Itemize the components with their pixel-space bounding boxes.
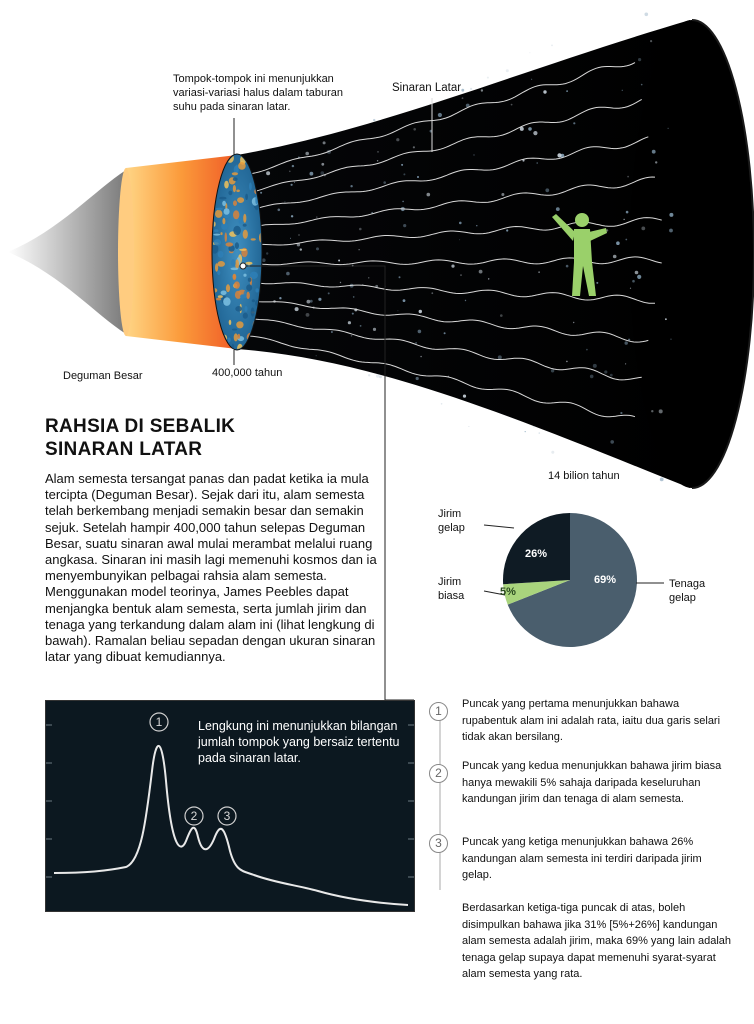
big-bang-cap bbox=[118, 168, 134, 336]
conclusion-text: Berdasarkan ketiga-tiga puncak di atas, … bbox=[462, 902, 732, 980]
galaxies bbox=[254, 12, 674, 482]
space-horn bbox=[237, 20, 690, 488]
note-1-number: 1 bbox=[429, 702, 448, 721]
big-bang-label: Deguman Besar bbox=[63, 370, 143, 382]
curve-caption: Lengkung ini menunjukkan bilangan jumlah… bbox=[198, 719, 400, 765]
years-14b-label: 14 bilion tahun bbox=[548, 470, 620, 482]
pie-slice-1 bbox=[503, 580, 570, 605]
pie-pct-ordinary-matter: 5% bbox=[500, 586, 516, 598]
background-radiation-label: Sinaran Latar bbox=[392, 82, 462, 94]
inflation-cone bbox=[8, 170, 126, 334]
power-spectrum-panel: 1 2 3 bbox=[45, 700, 415, 912]
title-line-1: RAHSIA DI SEBALIK bbox=[45, 416, 236, 437]
power-spectrum-curve: 1 2 3 bbox=[46, 712, 414, 906]
pie-label-dark-matter: Jirim gelap bbox=[438, 508, 465, 534]
note-3-text: Puncak yang ketiga menunjukkan bahawa 26… bbox=[462, 836, 702, 881]
human-figure bbox=[552, 213, 607, 296]
pie-pct-dark-energy: 69% bbox=[594, 574, 617, 586]
pie-label-dark-energy: Tenaga gelap bbox=[669, 578, 706, 604]
pie-slice-0 bbox=[507, 513, 637, 647]
pie-pct-dark-matter: 26% bbox=[525, 548, 548, 560]
pie-label-ordinary-matter: Jirim biasa bbox=[438, 576, 465, 602]
note-3-number: 3 bbox=[429, 834, 448, 853]
title-line-2: SINARAN LATAR bbox=[45, 439, 203, 460]
note-2-text: Puncak yang kedua menunjukkan bahawa jir… bbox=[462, 760, 722, 805]
radiation-waves bbox=[244, 62, 662, 418]
article-title: RAHSIA DI SEBALIK SINARAN LATAR bbox=[45, 415, 235, 461]
horn-mouth bbox=[630, 20, 754, 488]
big-bang-cylinder bbox=[126, 155, 237, 349]
pie-slice-2 bbox=[503, 513, 570, 585]
article-body: Alam semesta tersangat panas dan padat k… bbox=[45, 471, 377, 665]
fluctuations-label: Tompok-tompok ini menunjukkan variasi-va… bbox=[173, 73, 343, 113]
peak-1-label: 1 bbox=[156, 715, 163, 729]
note-2-number: 2 bbox=[429, 764, 448, 783]
composition-pie-chart bbox=[503, 513, 637, 647]
years-400k-label: 400,000 tahun bbox=[212, 367, 283, 379]
note-1-text: Puncak yang pertama menunjukkan bahawa r… bbox=[462, 698, 721, 743]
peak-2-label: 2 bbox=[191, 809, 198, 823]
peak-3-label: 3 bbox=[224, 809, 231, 823]
